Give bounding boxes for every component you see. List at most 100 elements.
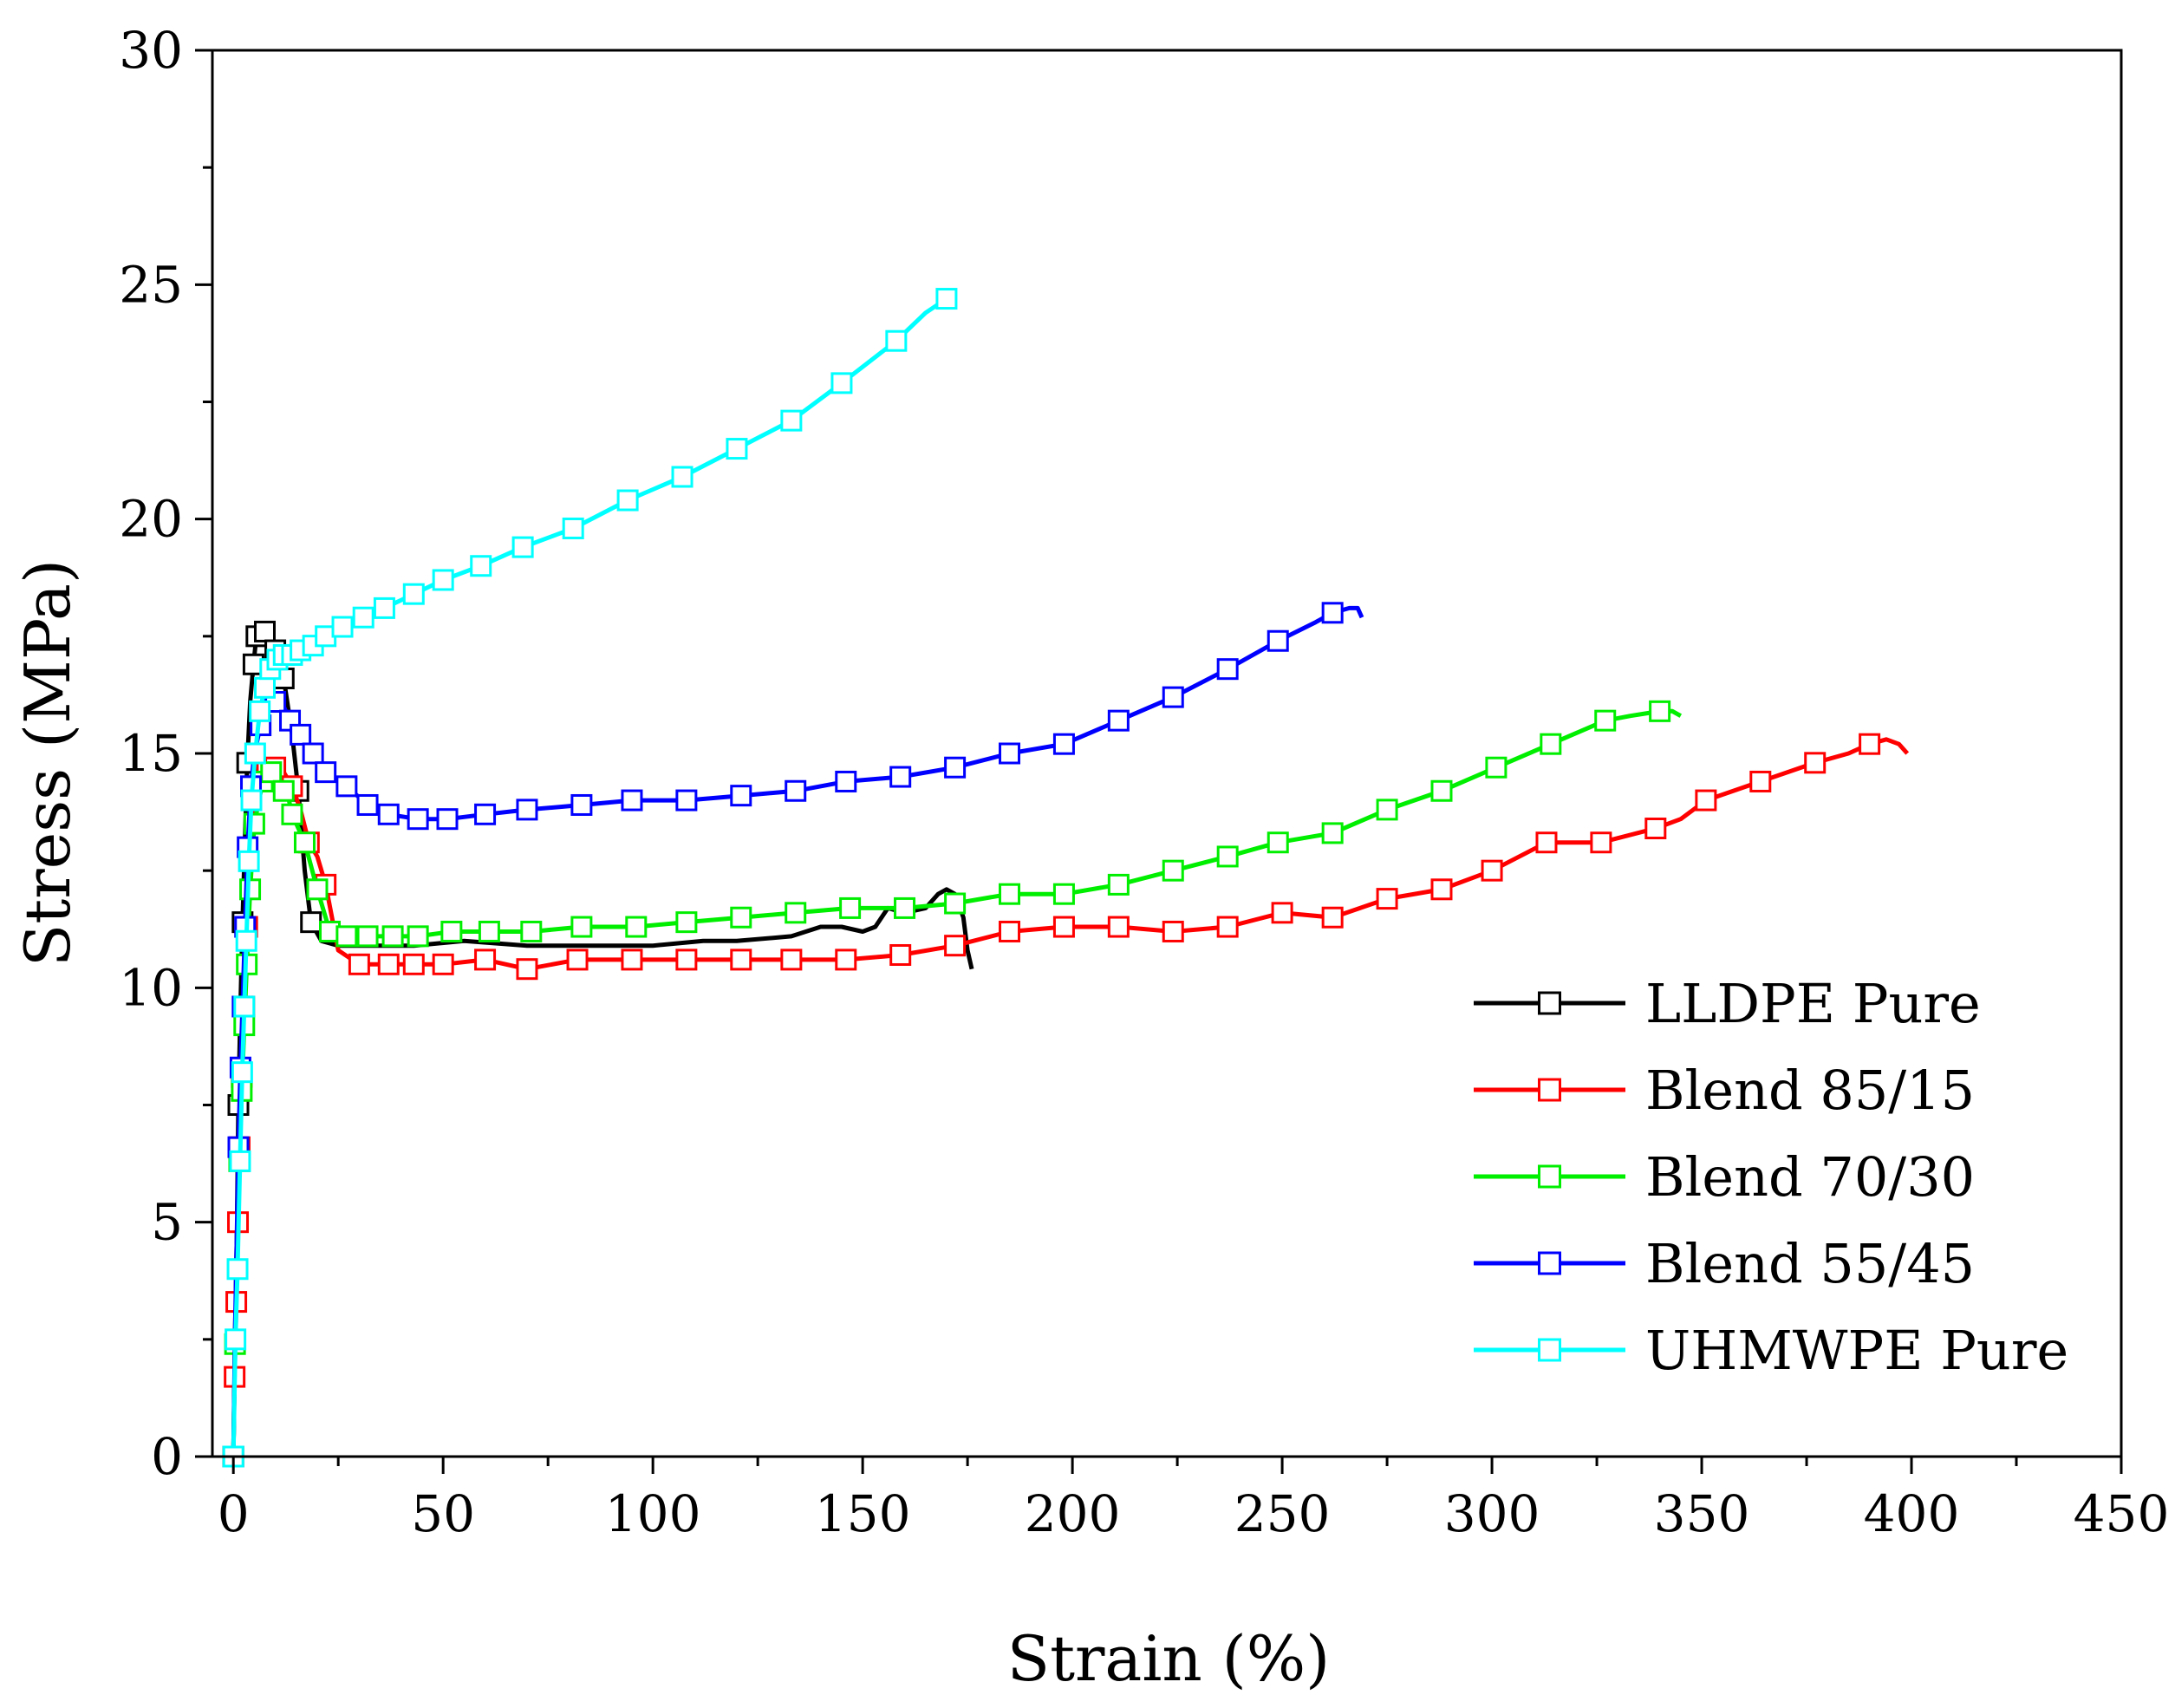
data-point xyxy=(894,896,916,919)
data-point xyxy=(1052,916,1075,938)
data-point xyxy=(1216,916,1239,938)
data-point xyxy=(335,925,358,948)
data-point xyxy=(260,761,283,784)
data-point xyxy=(348,953,370,975)
x-tick-label: 350 xyxy=(1654,1484,1750,1543)
data-point xyxy=(377,953,400,975)
data-point xyxy=(281,803,303,825)
x-axis-title: Strain (%) xyxy=(1007,1622,1330,1695)
data-point xyxy=(1162,920,1184,942)
data-point xyxy=(1162,686,1184,708)
data-point xyxy=(935,288,958,310)
data-point xyxy=(889,943,912,966)
data-point xyxy=(1216,845,1239,868)
legend-label: Blend 55/45 xyxy=(1645,1232,1975,1295)
y-tick-label: 0 xyxy=(151,1427,183,1486)
data-point xyxy=(1321,906,1344,929)
data-point xyxy=(835,770,857,792)
x-tick-label: 400 xyxy=(1864,1484,1960,1543)
data-point xyxy=(999,920,1021,942)
y-tick-label: 5 xyxy=(151,1193,183,1252)
y-tick-label: 10 xyxy=(119,958,183,1017)
data-point xyxy=(730,949,752,971)
data-point xyxy=(1430,779,1453,802)
data-point xyxy=(520,920,543,942)
data-point xyxy=(730,785,752,807)
y-tick-label: 15 xyxy=(119,724,183,783)
data-point xyxy=(474,949,497,971)
x-tick-label: 50 xyxy=(411,1484,475,1543)
data-point xyxy=(240,789,263,812)
data-point xyxy=(726,438,748,460)
data-point xyxy=(570,916,593,938)
data-point xyxy=(839,896,862,919)
data-point xyxy=(432,953,454,975)
legend-label: Blend 70/30 xyxy=(1645,1145,1975,1209)
data-point xyxy=(407,925,429,948)
x-tick-label: 300 xyxy=(1444,1484,1540,1543)
data-point xyxy=(253,620,276,642)
y-tick-label: 20 xyxy=(119,490,183,549)
data-point xyxy=(1749,770,1772,792)
data-point xyxy=(671,466,694,488)
series-blend-85-15 xyxy=(224,733,1910,1457)
legend-item: Blend 85/15 xyxy=(1474,1059,1975,1122)
data-point xyxy=(625,916,648,938)
data-point xyxy=(352,606,374,629)
legend-label: UHMWPE Pure xyxy=(1645,1319,2068,1382)
data-point xyxy=(1052,883,1075,905)
data-point xyxy=(407,808,429,831)
x-tick-label: 200 xyxy=(1025,1484,1121,1543)
data-point xyxy=(1594,709,1617,732)
data-point xyxy=(402,953,425,975)
data-point xyxy=(1271,902,1293,924)
data-point xyxy=(306,878,329,901)
data-point xyxy=(1535,831,1558,854)
data-point xyxy=(675,911,698,934)
data-point xyxy=(516,958,538,981)
data-point xyxy=(675,789,698,812)
data-point xyxy=(1695,789,1717,812)
data-point xyxy=(944,892,967,915)
data-point xyxy=(1216,658,1239,681)
data-point xyxy=(1485,756,1508,779)
legend-label: LLDPE Pure xyxy=(1645,972,1981,1035)
x-tick-label: 250 xyxy=(1234,1484,1331,1543)
data-point xyxy=(331,616,354,638)
data-point xyxy=(1590,831,1612,854)
data-point xyxy=(780,949,803,971)
data-point xyxy=(440,920,463,942)
data-point xyxy=(381,925,404,948)
data-point xyxy=(249,700,271,722)
data-point xyxy=(315,761,337,784)
data-point xyxy=(402,583,425,605)
x-tick-label: 150 xyxy=(815,1484,911,1543)
data-point xyxy=(302,742,324,765)
data-point xyxy=(356,925,379,948)
legend-marker xyxy=(1538,1078,1561,1102)
data-point xyxy=(1321,822,1344,844)
data-point xyxy=(300,911,322,934)
data-point xyxy=(1376,888,1398,910)
data-point xyxy=(436,808,459,831)
x-tick-label: 100 xyxy=(605,1484,701,1543)
data-point xyxy=(889,766,912,788)
y-tick-label: 25 xyxy=(119,255,183,314)
legend-item: LLDPE Pure xyxy=(1474,972,1981,1035)
legend: LLDPE Pure Blend 85/15 Blend 70/30 Blend 55… xyxy=(1474,972,2068,1382)
data-point xyxy=(290,723,312,746)
data-point xyxy=(470,555,492,577)
data-point xyxy=(511,536,534,558)
data-point xyxy=(1376,799,1398,821)
data-point xyxy=(785,902,807,924)
data-point xyxy=(885,329,908,352)
legend-marker xyxy=(1538,1338,1561,1362)
data-point xyxy=(1267,831,1289,854)
data-point xyxy=(570,793,593,816)
data-point xyxy=(1107,916,1130,938)
data-point xyxy=(373,596,395,619)
y-tick-label: 30 xyxy=(119,21,183,80)
legend-marker xyxy=(1538,991,1561,1015)
